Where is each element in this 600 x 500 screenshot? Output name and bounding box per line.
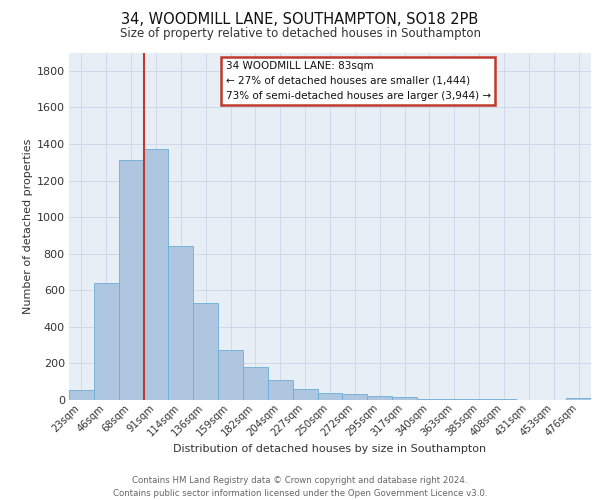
Bar (417, 399, 442, 400)
Y-axis label: Number of detached properties: Number of detached properties (23, 138, 32, 314)
Text: 34, WOODMILL LANE, SOUTHAMPTON, SO18 2PB: 34, WOODMILL LANE, SOUTHAMPTON, SO18 2PB (121, 12, 479, 28)
Bar (566, 398, 591, 400)
Bar (491, 399, 517, 400)
Text: Contains HM Land Registry data © Crown copyright and database right 2024.
Contai: Contains HM Land Registry data © Crown c… (113, 476, 487, 498)
Text: Size of property relative to detached houses in Southampton: Size of property relative to detached ho… (119, 28, 481, 40)
Bar (69, 390, 94, 400)
Bar (317, 392, 343, 400)
Bar (143, 148, 169, 400)
Bar (268, 380, 293, 400)
Bar (193, 303, 218, 400)
Bar (218, 350, 243, 400)
Text: 34 WOODMILL LANE: 83sqm
← 27% of detached houses are smaller (1,444)
73% of semi: 34 WOODMILL LANE: 83sqm ← 27% of detache… (226, 61, 491, 101)
Bar (392, 398, 417, 400)
Bar (442, 399, 467, 400)
Bar (94, 283, 119, 400)
Bar (367, 396, 392, 400)
X-axis label: Distribution of detached houses by size in Southampton: Distribution of detached houses by size … (173, 444, 487, 454)
Bar (467, 399, 491, 400)
Bar (119, 160, 143, 400)
Bar (293, 388, 317, 400)
Bar (169, 246, 193, 400)
Bar (243, 366, 268, 400)
Bar (343, 394, 367, 400)
